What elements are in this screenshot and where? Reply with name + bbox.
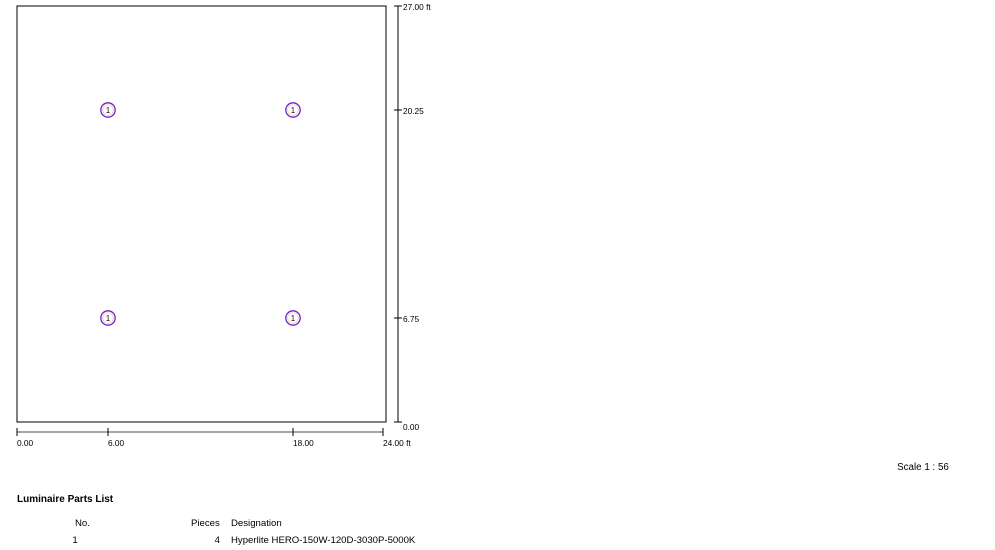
svg-text:1: 1 <box>72 535 77 546</box>
svg-text:4: 4 <box>215 535 221 546</box>
svg-text:24.00 ft: 24.00 ft <box>383 438 411 448</box>
svg-text:0.00: 0.00 <box>17 438 34 448</box>
svg-text:Scale 1 : 56: Scale 1 : 56 <box>897 462 949 473</box>
svg-text:20.25: 20.25 <box>403 106 424 116</box>
svg-text:6.00: 6.00 <box>108 438 125 448</box>
svg-text:Luminaire Parts List: Luminaire Parts List <box>17 494 114 505</box>
svg-text:6.75: 6.75 <box>403 314 420 324</box>
svg-text:1: 1 <box>106 314 111 323</box>
svg-text:Designation: Designation <box>231 518 282 529</box>
svg-text:1: 1 <box>291 314 296 323</box>
svg-text:18.00: 18.00 <box>293 438 314 448</box>
svg-text:1: 1 <box>106 106 111 115</box>
svg-text:27.00 ft: 27.00 ft <box>403 2 431 12</box>
svg-text:No.: No. <box>75 518 90 529</box>
svg-text:Hyperlite HERO-150W-120D-3030P: Hyperlite HERO-150W-120D-3030P-5000K <box>231 535 416 546</box>
svg-text:Pieces: Pieces <box>191 518 220 529</box>
svg-text:0.00: 0.00 <box>403 422 420 432</box>
svg-text:1: 1 <box>291 106 296 115</box>
